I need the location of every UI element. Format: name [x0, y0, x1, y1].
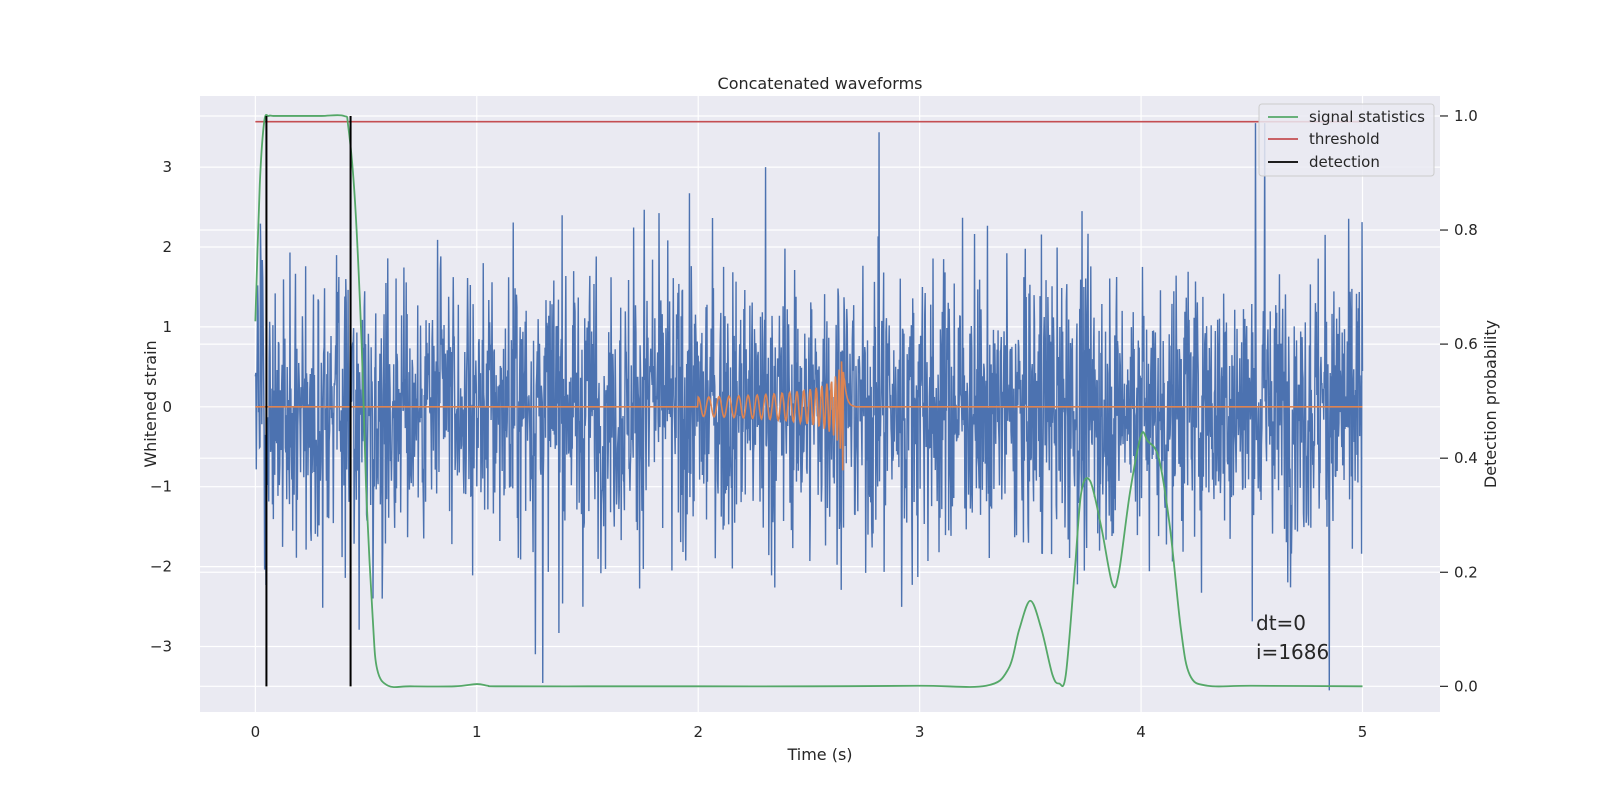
legend: signal statistics threshold detection — [1258, 103, 1435, 177]
series-whitened-data — [254, 123, 1364, 691]
y-axis-label-right: Detection probability — [1481, 320, 1500, 488]
series-layer — [254, 113, 1364, 691]
y-tick-label-left-4: 1 — [162, 318, 172, 336]
x-axis-label: Time (s) — [786, 745, 852, 764]
y-tick-label-left-6: 3 — [162, 158, 172, 176]
y-axis-label-left: Whitened strain — [141, 340, 160, 467]
annotation-dt: dt=0 — [1256, 611, 1306, 635]
chart-title: Concatenated waveforms — [718, 74, 923, 93]
y-tick-label-left-1: −2 — [150, 558, 172, 576]
y-tick-label-left-5: 2 — [162, 238, 172, 256]
axes: 0 1 2 3 4 5 −3 −2 −1 0 1 2 3 0.0 0.2 0.4 0.6 0.8 1.0 — [150, 107, 1478, 741]
y-tick-label-right-2: 0.4 — [1454, 449, 1478, 467]
y-tick-label-left-0: −3 — [150, 637, 172, 655]
y-tick-label-right-0: 0.0 — [1454, 677, 1478, 695]
legend-label-threshold: threshold — [1309, 130, 1380, 148]
y-tick-label-right-3: 0.6 — [1454, 335, 1478, 353]
x-tick-label-3: 3 — [915, 723, 925, 741]
y-tick-label-right-4: 0.8 — [1454, 221, 1478, 239]
y-tick-label-right-5: 1.0 — [1454, 107, 1478, 125]
series-injected-waveform — [255, 361, 1363, 471]
x-tick-label-2: 2 — [693, 723, 703, 741]
annotation-index: i=1686 — [1256, 640, 1329, 664]
y-tick-label-left-3: 0 — [162, 398, 172, 416]
legend-label-signal-statistics: signal statistics — [1309, 108, 1425, 126]
series-signal-statistics — [254, 113, 1363, 689]
x-tick-label-5: 5 — [1358, 723, 1368, 741]
legend-label-detection: detection — [1309, 153, 1380, 171]
x-tick-label-1: 1 — [472, 723, 482, 741]
y-tick-label-right-1: 0.2 — [1454, 563, 1478, 581]
y-tick-label-left-2: −1 — [150, 478, 172, 496]
legend-box — [1258, 103, 1435, 177]
x-tick-label-4: 4 — [1136, 723, 1146, 741]
x-tick-label-0: 0 — [251, 723, 261, 741]
